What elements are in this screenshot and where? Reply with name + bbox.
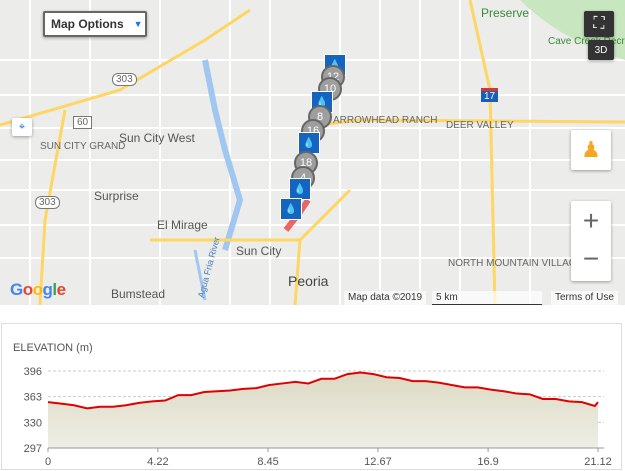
x-tick-label: 12.67 (364, 456, 392, 468)
y-tick-label: 330 (24, 417, 42, 429)
x-tick-label: 8.45 (257, 456, 278, 468)
label-deer-valley: DEER VALLEY (446, 120, 514, 131)
3d-button[interactable]: 3D (588, 40, 614, 60)
caret-down-icon: ▼ (133, 19, 143, 29)
label-sun-city-west: Sun City West (119, 131, 195, 145)
map-options-button[interactable]: Map Options ▼ (43, 11, 147, 37)
map-attribution: Map data ©2019 (344, 291, 427, 305)
y-tick-label: 297 (24, 443, 42, 455)
highway-303-shield: 303 (35, 196, 60, 209)
zoom-in-button[interactable]: + (582, 205, 600, 236)
label-sun-city-grand: SUN CITY GRAND (40, 141, 126, 152)
elevation-area (48, 372, 598, 448)
x-tick-label: 0 (45, 456, 51, 468)
elevation-line (47, 371, 599, 410)
fullscreen-button[interactable]: ⛶ (584, 11, 614, 37)
elevation-panel: ELEVATION (m) 396 363 330 297 0 4.22 8.45 12.67… (1, 323, 622, 470)
map-scale: 5 km (432, 291, 542, 305)
zoom-control: + − (571, 201, 611, 281)
highway-303-shield: 303 (112, 73, 137, 86)
x-tick-label: 4.22 (147, 456, 168, 468)
google-logo: Google (10, 280, 66, 299)
label-arrowhead-ranch: ARROWHEAD RANCH (333, 115, 438, 126)
water-station-marker[interactable]: 💧 (280, 198, 302, 220)
fullscreen-icon: ⛶ (593, 15, 605, 32)
label-surprise: Surprise (94, 189, 139, 203)
locate-icon[interactable]: ⌖ (12, 118, 32, 136)
terms-of-use-link[interactable]: Terms of Use (551, 291, 618, 305)
x-tick-label: 21.12 (584, 456, 612, 468)
interstate-17-shield: 17 (481, 88, 499, 102)
zoom-out-button[interactable]: − (582, 243, 600, 274)
map[interactable]: Map Options▼ Preserve Cave Creek Recreat… (0, 0, 625, 305)
elevation-title: ELEVATION (m) (13, 342, 93, 354)
y-tick-label: 363 (24, 392, 42, 404)
label-bumstead: Bumstead (111, 287, 166, 301)
y-tick-label: 396 (24, 366, 42, 378)
x-tick-label: 16.9 (477, 456, 498, 468)
label-sun-city: Sun City (236, 244, 282, 258)
street-view-pegman-icon[interactable]: ♟ (571, 130, 611, 170)
water-station-marker[interactable]: 💧 (289, 178, 311, 200)
label-preserve: Preserve (481, 6, 530, 20)
label-el-mirage: El Mirage (157, 218, 208, 232)
label-cave-creek: Cave Creek Recreation Area (548, 36, 625, 47)
label-peoria: Peoria (288, 273, 329, 289)
highway-60-shield: 60 (73, 116, 93, 129)
label-north-mountain: NORTH MOUNTAIN VILLAGE (448, 258, 584, 269)
